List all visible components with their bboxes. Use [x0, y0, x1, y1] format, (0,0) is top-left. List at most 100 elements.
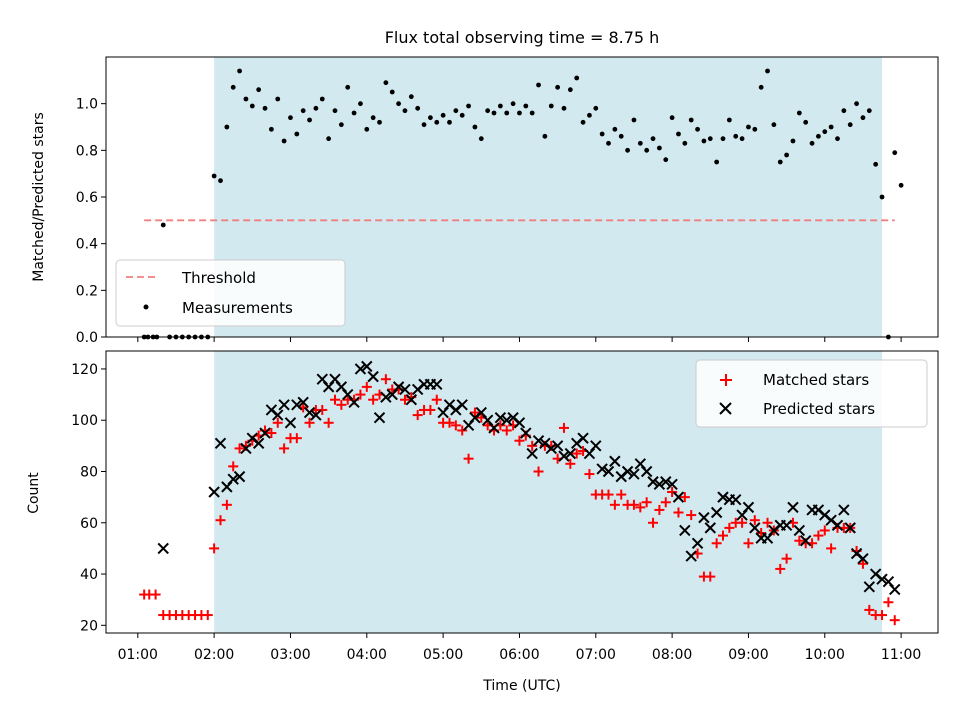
measurement-point [275, 96, 281, 102]
top-y-tick-label: 0.6 [76, 190, 98, 206]
bottom-axes-frame [105, 350, 939, 634]
matched-star-point [533, 466, 544, 477]
matched-star-point [705, 571, 716, 582]
measurement-point [669, 115, 675, 121]
predicted-star-point [780, 519, 793, 532]
predicted-star-point [297, 396, 309, 408]
measurement-point [497, 103, 503, 109]
matched-star-point [711, 538, 722, 549]
predicted-star-point [399, 383, 411, 396]
matched-star-point [323, 417, 334, 428]
matched-star-point [221, 499, 232, 510]
measurement-point [758, 84, 764, 90]
matched-star-point [857, 558, 868, 569]
predicted-star-point [876, 573, 888, 585]
measurement-point [688, 117, 694, 123]
matched-star-point [317, 404, 328, 415]
measurement-point [771, 122, 777, 128]
measurement-point [599, 131, 605, 137]
measurement-point [542, 133, 548, 139]
predicted-star-point [710, 506, 723, 519]
matched-star-point [775, 563, 786, 574]
matched-star-point [883, 597, 894, 608]
measurement-point [319, 96, 325, 102]
matched-star-point [756, 528, 767, 539]
matched-star-point [565, 458, 576, 469]
measurement-point [777, 159, 783, 165]
predicted-star-point [844, 522, 856, 534]
bottom-y-tick-label: 60 [80, 516, 98, 532]
measurement-point [428, 115, 433, 121]
measurement-point [835, 136, 840, 142]
predicted-star-point [787, 501, 799, 514]
x-tick-label: 07:00 [576, 647, 616, 663]
measurement-point [459, 112, 465, 118]
measurement-point [739, 136, 745, 142]
measurement-point [555, 84, 561, 90]
measurement-point [695, 126, 700, 132]
measurement-point [548, 103, 554, 109]
predicted-star-point [233, 470, 246, 483]
predicted-star-point [373, 411, 386, 424]
measurement-point [504, 110, 510, 116]
predicted-star-point [157, 542, 169, 555]
measurement-point [873, 161, 879, 167]
predicted-star-point [672, 491, 685, 503]
x-axis-label: Time (UTC) [482, 678, 560, 694]
predicted-star-point [647, 476, 659, 488]
top-y-tick-label: 0.0 [76, 330, 98, 346]
matched-star-point [571, 448, 582, 459]
measurement-point [816, 133, 821, 139]
predicted-star-point [361, 360, 373, 373]
measurement-point [485, 108, 491, 114]
matched-star-point [813, 530, 824, 541]
measurement-point [707, 136, 713, 142]
matched-star-point [877, 610, 888, 621]
top-legend-box [115, 259, 346, 327]
matched-star-point [228, 461, 239, 472]
measurement-point [364, 126, 370, 132]
matched-star-point [648, 517, 659, 528]
predicted-star-point [259, 427, 271, 439]
predicted-star-point [730, 493, 742, 506]
predicted-star-point [284, 417, 297, 429]
x-tick-label: 10:00 [805, 647, 845, 663]
measurement-point [752, 126, 758, 132]
measurement-point [663, 157, 669, 163]
measurement-point [268, 126, 274, 132]
bottom-y-tick-label: 80 [80, 464, 98, 480]
matched-star-point [679, 492, 690, 503]
predicted-star-point [545, 442, 557, 455]
measurement-point [625, 147, 630, 153]
matched-star-point [819, 525, 830, 536]
matched-star-point [654, 504, 665, 515]
measurement-point [281, 138, 287, 144]
bottom-legend-box [695, 359, 928, 428]
measurement-point [828, 124, 834, 130]
predicted-star-point [348, 396, 360, 408]
matched-star-point [329, 394, 340, 405]
measurement-point [288, 115, 293, 121]
predicted-star-point [653, 478, 666, 491]
matched-star-point [444, 417, 455, 428]
measurement-point [746, 124, 751, 130]
measurement-point [230, 84, 236, 90]
measurement-point [726, 117, 732, 123]
measurement-point [326, 136, 332, 142]
measurement-point [841, 108, 847, 114]
matched-star-point [266, 428, 277, 439]
predicted-star-point [666, 478, 678, 491]
predicted-star-point [679, 524, 691, 537]
predicted-star-point [749, 522, 761, 534]
measurement-point [580, 119, 586, 125]
predicted-star-point [272, 409, 284, 421]
matched-star-point [272, 417, 283, 428]
bottom-y-tick-label: 40 [80, 567, 98, 583]
measurement-point [345, 84, 351, 90]
measurement-point [224, 124, 230, 130]
predicted-star-point [640, 465, 653, 478]
bottom-y-tick-label: 100 [71, 413, 98, 429]
predicted-star-point [698, 511, 710, 524]
chart-title: Flux total observing time = 8.75 h [385, 28, 660, 47]
measurement-point [879, 194, 885, 200]
